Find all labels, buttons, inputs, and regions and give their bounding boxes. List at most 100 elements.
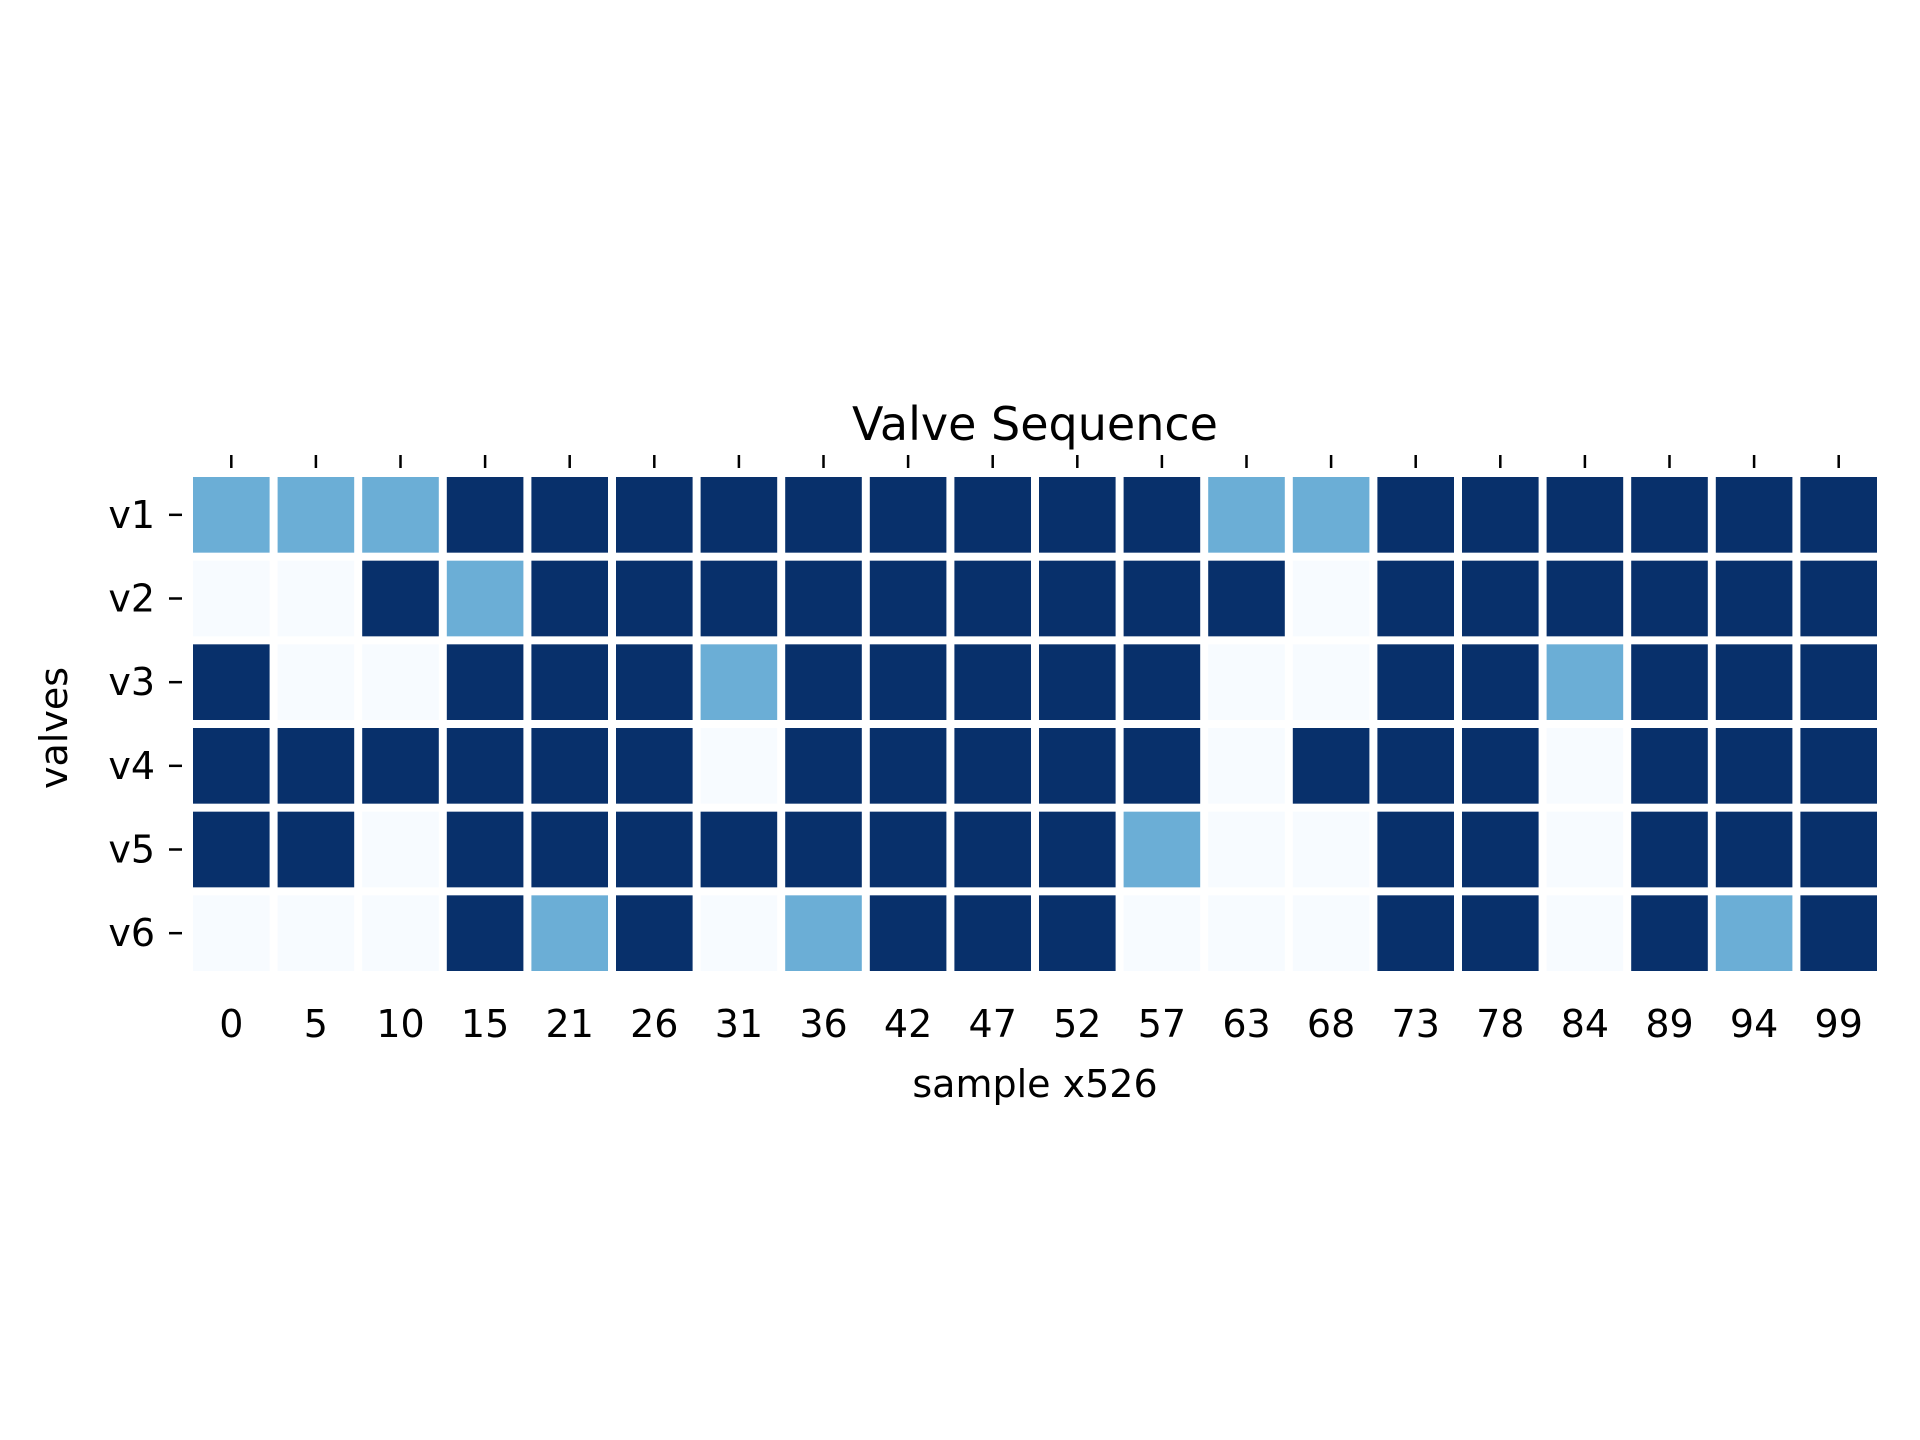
heatmap-cell-v1-63 [1208, 477, 1285, 553]
heatmap-cell-v1-21 [531, 477, 608, 553]
x-tick-label: 5 [304, 1002, 328, 1046]
heatmap-cell-v3-15 [446, 644, 524, 720]
heatmap-cell-v6-52 [1039, 895, 1116, 971]
y-tick-label: v6 [108, 911, 155, 955]
heatmap-cell-v4-10 [362, 728, 439, 804]
heatmap-cell-v2-52 [1039, 560, 1116, 637]
heatmap-cell-v4-99 [1800, 728, 1877, 804]
heatmap-cell-v3-94 [1715, 644, 1793, 720]
heatmap-cell-v2-5 [277, 560, 355, 637]
heatmap-cells [193, 477, 1877, 971]
heatmap-cell-v4-47 [954, 728, 1031, 804]
heatmap-cell-v2-63 [1208, 560, 1285, 637]
heatmap-cell-v5-57 [1123, 811, 1201, 888]
heatmap-cell-v6-89 [1631, 895, 1708, 971]
heatmap-cell-v3-47 [954, 644, 1031, 720]
heatmap-cell-v4-63 [1208, 728, 1285, 804]
heatmap-cell-v6-99 [1800, 895, 1877, 971]
heatmap-cell-v6-78 [1462, 895, 1539, 971]
x-tick-label: 73 [1392, 1002, 1440, 1046]
heatmap-cell-v6-26 [616, 895, 693, 971]
heatmap-cell-v5-42 [869, 811, 947, 888]
heatmap-cell-v5-68 [1292, 811, 1370, 888]
heatmap-cell-v2-26 [616, 560, 693, 637]
heatmap-cell-v5-31 [700, 811, 778, 888]
heatmap-cell-v2-42 [869, 560, 947, 637]
x-tick-label: 47 [969, 1002, 1017, 1046]
heatmap-cell-v6-0 [193, 895, 270, 971]
x-tick-label: 78 [1476, 1002, 1524, 1046]
x-tick-label: 31 [715, 1002, 763, 1046]
x-tick-label: 68 [1307, 1002, 1355, 1046]
heatmap-cell-v1-47 [954, 477, 1031, 553]
x-tick-label: 52 [1053, 1002, 1101, 1046]
heatmap-cell-v4-89 [1631, 728, 1708, 804]
heatmap-cell-v1-42 [869, 477, 947, 553]
heatmap-cell-v5-26 [616, 811, 693, 888]
x-tick-label: 89 [1645, 1002, 1693, 1046]
heatmap-cell-v4-94 [1715, 728, 1793, 804]
x-tick-label: 21 [546, 1002, 594, 1046]
heatmap-cell-v1-57 [1123, 477, 1201, 553]
heatmap-cell-v1-0 [193, 477, 270, 553]
heatmap-cell-v5-78 [1462, 811, 1539, 888]
heatmap-cell-v1-26 [616, 477, 693, 553]
heatmap-cell-v1-68 [1292, 477, 1370, 553]
heatmap-cell-v2-15 [446, 560, 524, 637]
heatmap-cell-v2-10 [362, 560, 439, 637]
heatmap-cell-v3-84 [1546, 644, 1624, 720]
heatmap-cell-v6-15 [446, 895, 524, 971]
heatmap-cell-v4-26 [616, 728, 693, 804]
heatmap-cell-v6-21 [531, 895, 608, 971]
heatmap-cell-v2-94 [1715, 560, 1793, 637]
x-tick-label: 0 [219, 1002, 243, 1046]
heatmap-cell-v1-10 [362, 477, 439, 553]
x-tick-label: 10 [376, 1002, 424, 1046]
heatmap-cell-v5-0 [193, 811, 270, 888]
heatmap-cell-v2-21 [531, 560, 608, 637]
heatmap-cell-v3-57 [1123, 644, 1201, 720]
x-tick-label: 26 [630, 1002, 678, 1046]
heatmap-cell-v6-31 [700, 895, 778, 971]
heatmap-cell-v4-15 [446, 728, 524, 804]
x-tick-label: 15 [461, 1002, 509, 1046]
heatmap-cell-v2-99 [1800, 560, 1877, 637]
heatmap-cell-v1-78 [1462, 477, 1539, 553]
heatmap-cell-v1-15 [446, 477, 524, 553]
chart-title: Valve Sequence [852, 397, 1218, 451]
heatmap-cell-v1-73 [1377, 477, 1454, 553]
heatmap-cell-v1-84 [1546, 477, 1624, 553]
heatmap-cell-v6-42 [869, 895, 947, 971]
x-tick-label: 63 [1222, 1002, 1270, 1046]
heatmap-cell-v2-73 [1377, 560, 1454, 637]
heatmap-cell-v3-73 [1377, 644, 1454, 720]
x-tick-label: 94 [1730, 1002, 1778, 1046]
heatmap-cell-v3-5 [277, 644, 355, 720]
x-tick-label: 36 [799, 1002, 847, 1046]
heatmap-cell-v5-84 [1546, 811, 1624, 888]
heatmap-cell-v4-57 [1123, 728, 1201, 804]
heatmap-cell-v6-5 [277, 895, 355, 971]
heatmap-cell-v2-84 [1546, 560, 1624, 637]
heatmap-cell-v4-78 [1462, 728, 1539, 804]
heatmap-cell-v3-63 [1208, 644, 1285, 720]
heatmap-cell-v6-63 [1208, 895, 1285, 971]
heatmap-cell-v4-68 [1292, 728, 1370, 804]
heatmap-cell-v5-73 [1377, 811, 1454, 888]
heatmap-cell-v1-99 [1800, 477, 1877, 553]
heatmap-cell-v6-68 [1292, 895, 1370, 971]
heatmap-cell-v1-36 [785, 477, 862, 553]
heatmap-cell-v5-99 [1800, 811, 1877, 888]
heatmap-cell-v1-52 [1039, 477, 1116, 553]
heatmap-cell-v5-5 [277, 811, 355, 888]
heatmap-cell-v1-5 [277, 477, 355, 553]
y-tick-label: v2 [108, 577, 155, 621]
heatmap-cell-v5-36 [785, 811, 862, 888]
heatmap-cell-v4-73 [1377, 728, 1454, 804]
heatmap-cell-v1-31 [700, 477, 778, 553]
y-axis-ticks: v1 v2 v3 v4 v5 v6 [108, 493, 182, 955]
heatmap-cell-v5-10 [362, 811, 439, 888]
heatmap-cell-v5-47 [954, 811, 1031, 888]
heatmap-cell-v6-36 [785, 895, 862, 971]
